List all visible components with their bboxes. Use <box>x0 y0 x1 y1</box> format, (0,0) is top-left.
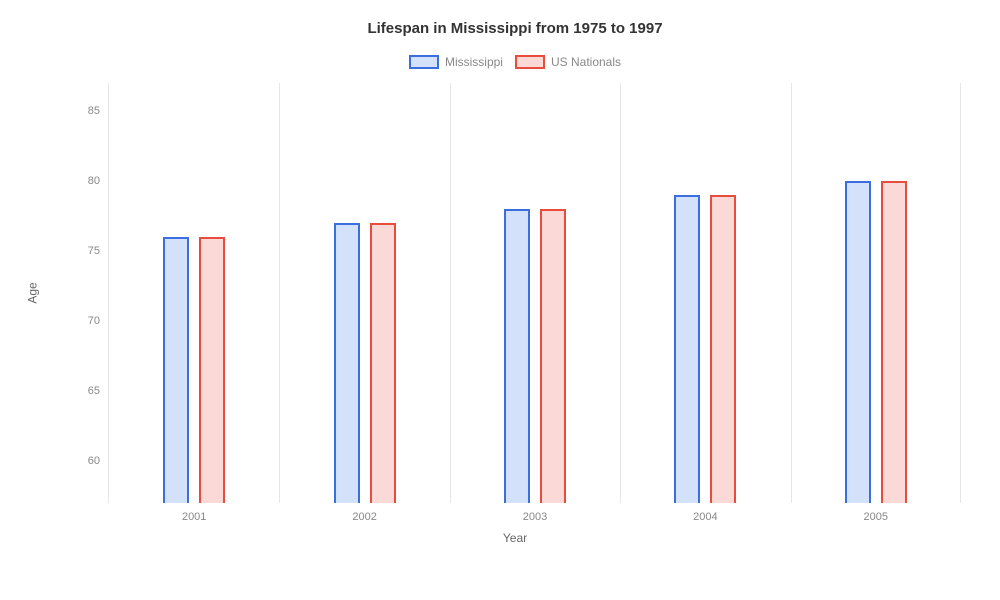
bar[interactable] <box>199 237 225 503</box>
y-tick: 85 <box>60 105 100 117</box>
bar[interactable] <box>710 195 736 503</box>
x-tick: 2004 <box>693 511 717 523</box>
gridline <box>620 83 621 503</box>
gridline <box>450 83 451 503</box>
gridline <box>279 83 280 503</box>
gridline <box>960 83 961 503</box>
x-tick: 2001 <box>182 511 206 523</box>
bar[interactable] <box>674 195 700 503</box>
x-tick: 2003 <box>523 511 547 523</box>
y-tick: 80 <box>60 175 100 187</box>
bar[interactable] <box>370 223 396 503</box>
bar[interactable] <box>163 237 189 503</box>
plot: Age 606570758085 20012002200320042005 Ye… <box>70 83 960 503</box>
gridline <box>791 83 792 503</box>
y-axis: 60 65 70 75 80 85 <box>60 83 100 503</box>
plot-area: 20012002200320042005 <box>108 83 960 503</box>
bar[interactable] <box>334 223 360 503</box>
chart-title: Lifespan in Mississippi from 1975 to 199… <box>70 20 960 37</box>
legend-item-mississippi[interactable]: Mississippi <box>409 55 503 69</box>
x-axis-label: Year <box>503 531 527 545</box>
legend-swatch-mississippi <box>409 55 439 69</box>
legend-label-mississippi: Mississippi <box>445 55 503 69</box>
legend-item-us-nationals[interactable]: US Nationals <box>515 55 621 69</box>
x-tick: 2002 <box>352 511 376 523</box>
legend: Mississippi US Nationals <box>70 55 960 69</box>
legend-swatch-us-nationals <box>515 55 545 69</box>
y-tick: 60 <box>60 455 100 467</box>
bar[interactable] <box>540 209 566 503</box>
y-tick: 70 <box>60 315 100 327</box>
bar[interactable] <box>504 209 530 503</box>
y-axis-label: Age <box>26 282 40 303</box>
bar[interactable] <box>881 181 907 503</box>
chart-container: Lifespan in Mississippi from 1975 to 199… <box>0 0 1000 600</box>
y-tick: 65 <box>60 385 100 397</box>
x-tick: 2005 <box>864 511 888 523</box>
legend-label-us-nationals: US Nationals <box>551 55 621 69</box>
bar[interactable] <box>845 181 871 503</box>
y-tick: 75 <box>60 245 100 257</box>
